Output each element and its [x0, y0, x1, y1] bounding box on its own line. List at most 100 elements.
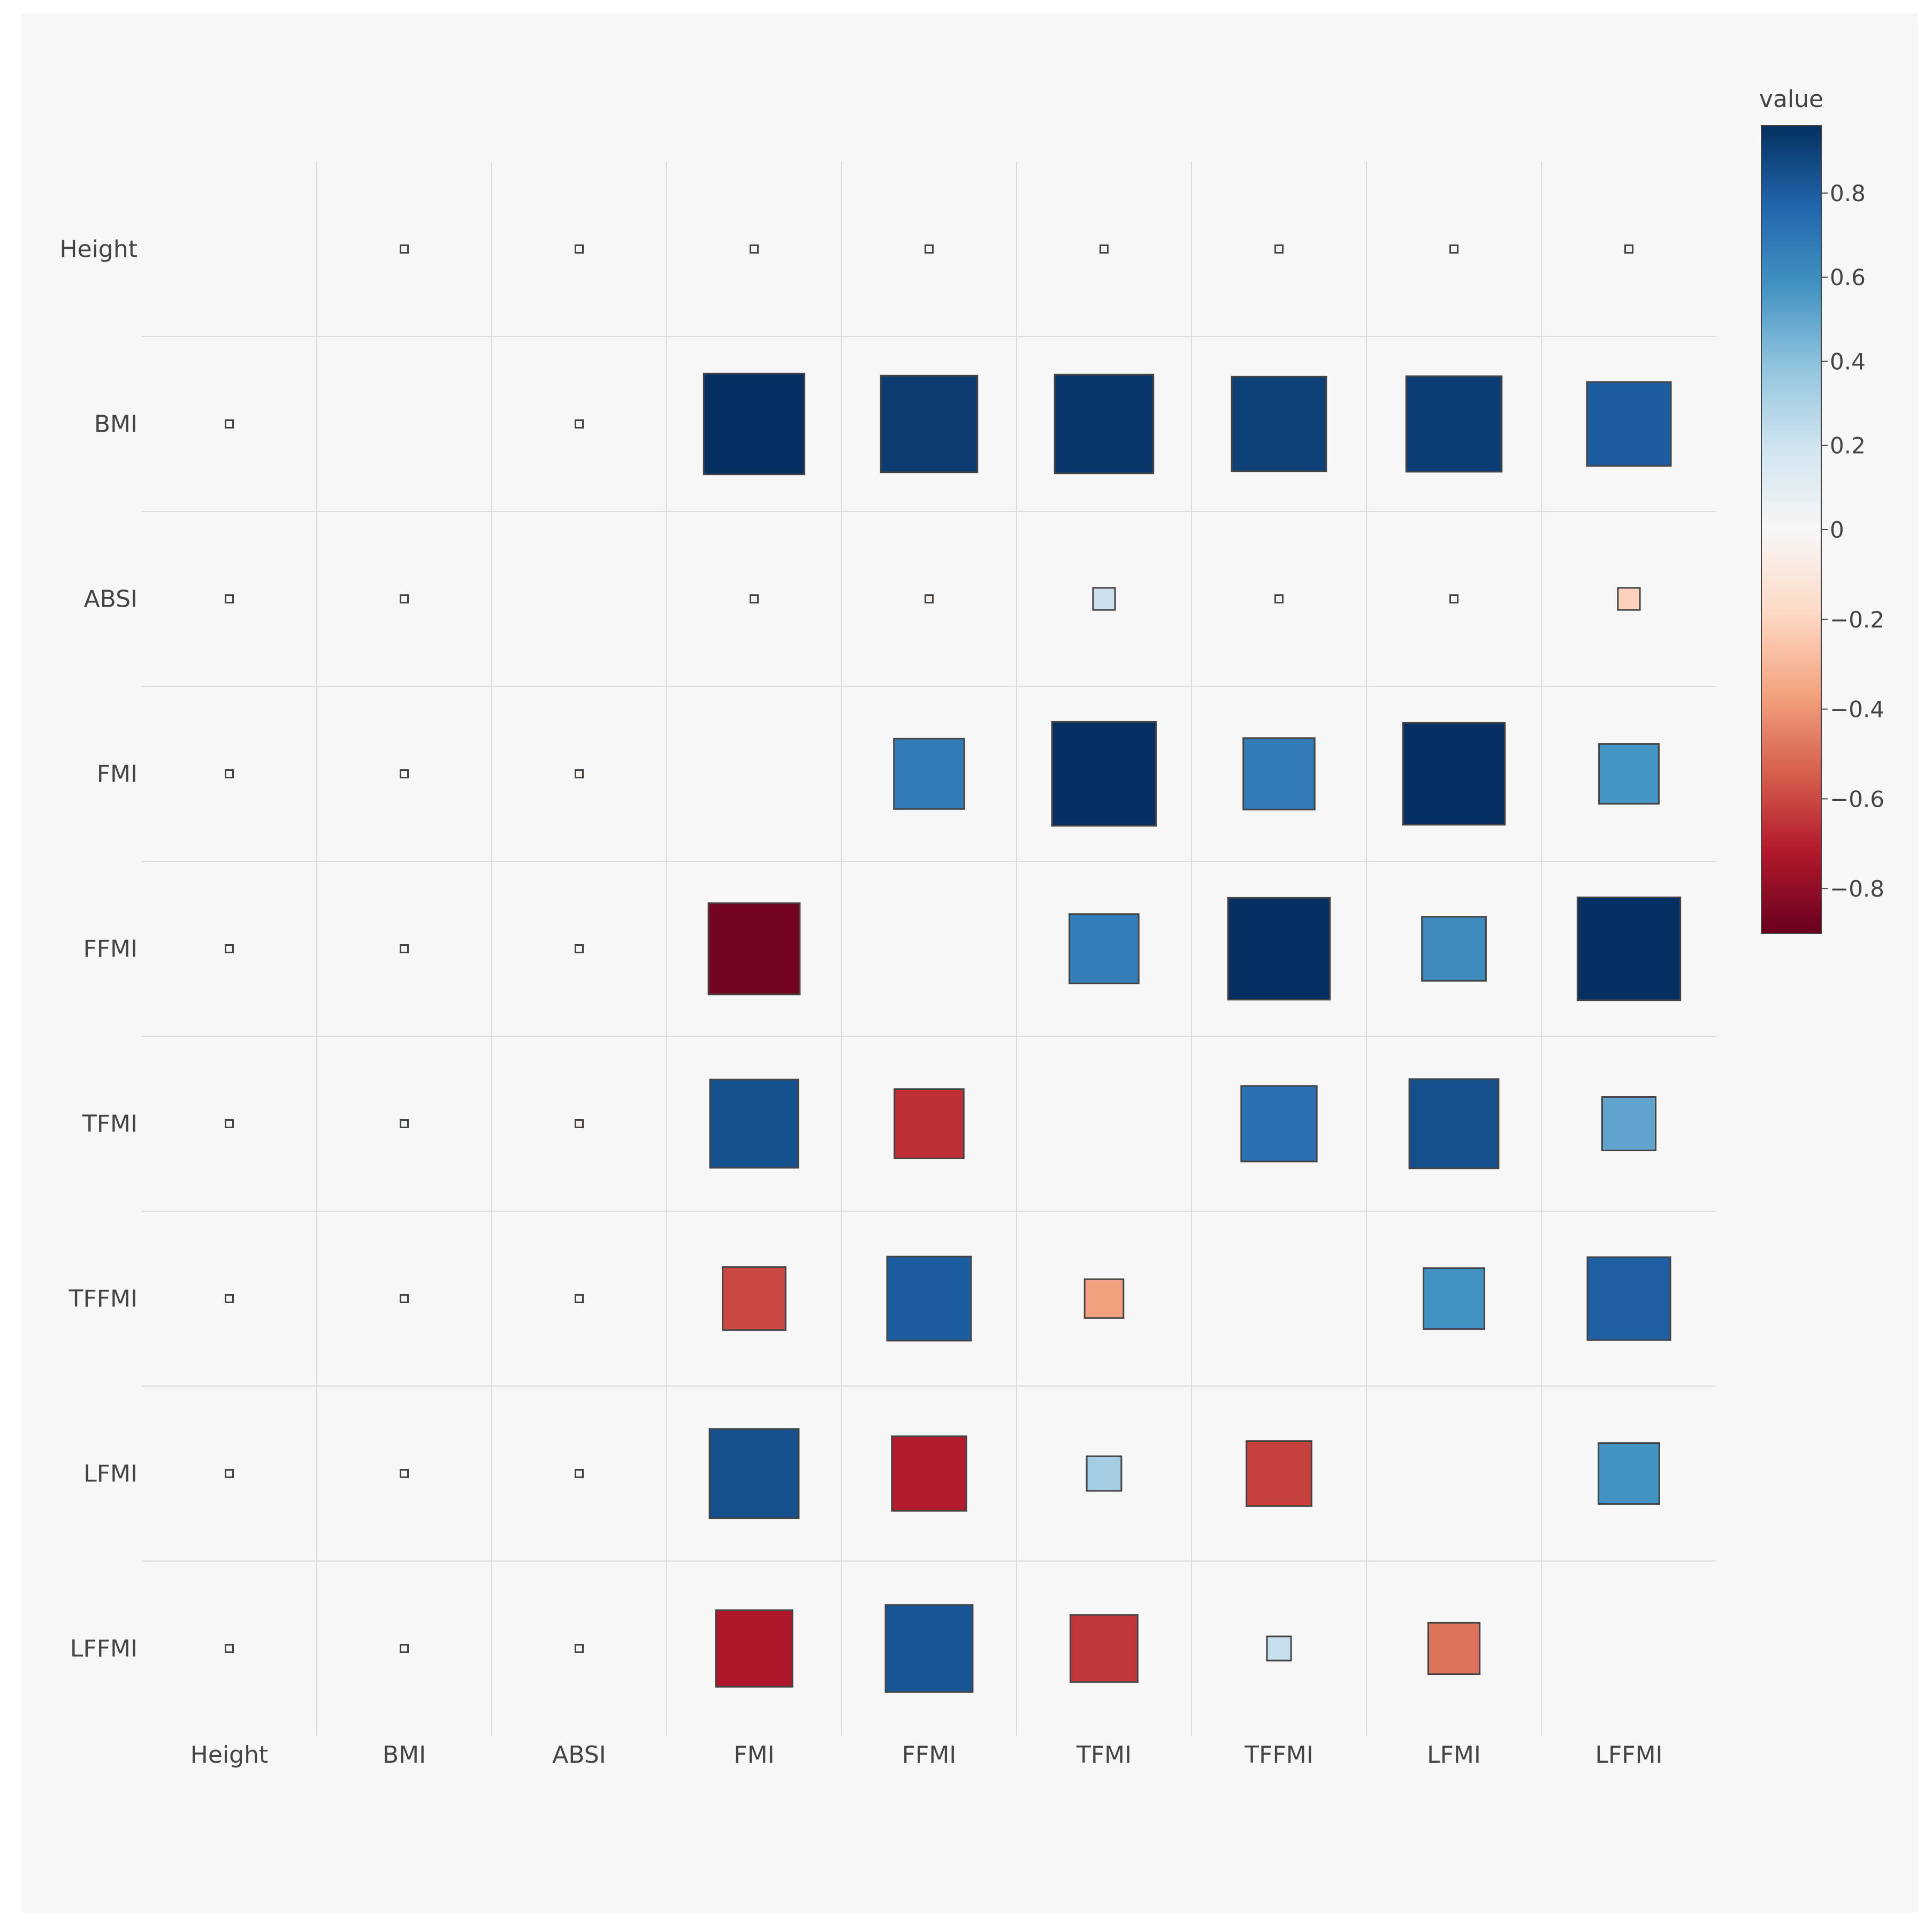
colorbar: value 0.8 0.6 0.4 0.2 0 −0.2 −0.4 −0.6 −0.8 [1759, 86, 1884, 934]
corr-cell-fmi-lfmi[interactable] [1402, 722, 1506, 826]
corr-cell-bmi-fmi[interactable] [702, 372, 806, 476]
x-label-tfmi: TFMI [1076, 1741, 1132, 1769]
corr-cell-tfmi-bmi[interactable] [400, 1119, 409, 1128]
corr-cell-lffmi-height[interactable] [225, 1644, 234, 1653]
corr-cell-absi-tfmi[interactable] [1092, 587, 1116, 611]
corr-cell-ffmi-lfmi[interactable] [1421, 916, 1487, 982]
corr-cell-lfmi-fmi[interactable] [708, 1428, 800, 1519]
corr-cell-absi-fmi[interactable] [750, 594, 759, 603]
corr-cell-fmi-bmi[interactable] [400, 769, 409, 778]
corr-cell-ffmi-height[interactable] [225, 944, 234, 953]
y-label-tfmi: TFMI [82, 1111, 138, 1138]
x-label-lfmi: LFMI [1427, 1741, 1481, 1769]
corr-cell-height-lffmi[interactable] [1624, 244, 1633, 254]
corr-cell-lfmi-ffmi[interactable] [891, 1435, 967, 1512]
corr-cell-tfmi-absi[interactable] [575, 1119, 584, 1128]
corr-cell-bmi-lfmi[interactable] [1405, 375, 1503, 473]
x-axis-labels: Height BMI ABSI FMI FFMI TFMI TFFMI LFMI LFFMI [190, 1741, 1663, 1769]
corr-cell-lffmi-tffmi[interactable] [1266, 1635, 1292, 1662]
colorbar-tick-label: −0.4 [1830, 697, 1884, 723]
x-label-fmi: FMI [734, 1741, 774, 1769]
corr-cell-absi-tffmi[interactable] [1274, 594, 1284, 603]
corr-cell-ffmi-fmi[interactable] [707, 902, 801, 996]
corr-cell-lfmi-tffmi[interactable] [1246, 1440, 1312, 1507]
corr-cell-lfmi-bmi[interactable] [400, 1469, 409, 1478]
corr-cell-ffmi-bmi[interactable] [400, 944, 409, 953]
x-label-absi: ABSI [552, 1741, 606, 1769]
y-label-tffmi: TFFMI [68, 1286, 138, 1313]
corr-cell-absi-ffmi[interactable] [925, 594, 934, 603]
y-label-fmi: FMI [97, 761, 138, 788]
corr-cell-ffmi-absi[interactable] [575, 944, 584, 953]
y-axis-labels: Height BMI ABSI FMI FFMI TFMI TFFMI LFMI LFFMI [60, 236, 138, 1663]
corr-cell-height-bmi[interactable] [400, 244, 409, 254]
corr-cell-ffmi-lffmi[interactable] [1576, 896, 1682, 1001]
corr-cell-bmi-ffmi[interactable] [880, 374, 979, 473]
corr-cell-fmi-tfmi[interactable] [1051, 721, 1157, 827]
colorbar-tick-label: −0.6 [1830, 786, 1884, 812]
marks-layer [225, 244, 1682, 1693]
y-label-bmi: BMI [94, 411, 138, 438]
corr-cell-ffmi-tffmi[interactable] [1227, 897, 1331, 1001]
corr-cell-bmi-tfmi[interactable] [1053, 373, 1155, 475]
corr-cell-fmi-lffmi[interactable] [1598, 743, 1660, 805]
corr-cell-lffmi-lfmi[interactable] [1427, 1621, 1481, 1675]
x-label-height: Height [190, 1741, 268, 1769]
x-label-tffmi: TFFMI [1244, 1741, 1313, 1769]
corr-cell-tffmi-absi[interactable] [575, 1294, 584, 1303]
x-label-bmi: BMI [383, 1741, 426, 1769]
corr-cell-fmi-height[interactable] [225, 769, 234, 778]
corr-cell-tfmi-lfmi[interactable] [1408, 1078, 1500, 1169]
y-label-lfmi: LFMI [83, 1460, 138, 1488]
corr-cell-height-tffmi[interactable] [1274, 244, 1284, 254]
corr-cell-bmi-tffmi[interactable] [1231, 376, 1327, 472]
corr-cell-tfmi-tffmi[interactable] [1240, 1085, 1318, 1162]
corr-cell-tfmi-fmi[interactable] [709, 1078, 799, 1169]
corr-cell-lffmi-absi[interactable] [575, 1644, 584, 1653]
corr-cell-tffmi-lfmi[interactable] [1423, 1267, 1485, 1330]
corr-cell-height-ffmi[interactable] [925, 244, 934, 254]
y-label-height: Height [60, 236, 138, 263]
corr-cell-tffmi-height[interactable] [225, 1294, 234, 1303]
colorbar-tick-label: 0.6 [1830, 264, 1866, 290]
corr-cell-lfmi-lffmi[interactable] [1598, 1442, 1660, 1505]
corr-cell-lffmi-fmi[interactable] [715, 1609, 793, 1688]
corr-cell-absi-lfmi[interactable] [1449, 594, 1458, 603]
corr-cell-fmi-tffmi[interactable] [1242, 737, 1316, 810]
corr-cell-fmi-absi[interactable] [575, 769, 584, 778]
corr-cell-absi-lffmi[interactable] [1617, 587, 1641, 611]
corr-cell-tfmi-lffmi[interactable] [1601, 1096, 1657, 1152]
corr-cell-bmi-height[interactable] [225, 419, 234, 429]
corr-cell-fmi-ffmi[interactable] [893, 738, 965, 810]
corr-cell-tffmi-bmi[interactable] [400, 1294, 409, 1303]
corr-cell-ffmi-tfmi[interactable] [1068, 913, 1140, 984]
corr-cell-height-absi[interactable] [575, 244, 584, 254]
corr-cell-absi-height[interactable] [225, 594, 234, 603]
corr-cell-tfmi-ffmi[interactable] [894, 1088, 965, 1159]
corr-cell-lfmi-tfmi[interactable] [1086, 1455, 1122, 1492]
colorbar-tick-label: 0.2 [1830, 433, 1866, 459]
corr-cell-height-tfmi[interactable] [1099, 244, 1109, 254]
corr-cell-tffmi-tfmi[interactable] [1083, 1278, 1125, 1319]
corr-cell-lffmi-ffmi[interactable] [884, 1604, 974, 1693]
colorbar-tick-label: −0.2 [1830, 607, 1884, 633]
y-label-ffmi: FFMI [83, 936, 138, 963]
corr-cell-bmi-absi[interactable] [575, 419, 584, 429]
corr-cell-lfmi-absi[interactable] [575, 1469, 584, 1478]
corr-cell-height-fmi[interactable] [750, 244, 759, 254]
colorbar-title: value [1759, 86, 1823, 113]
corr-cell-bmi-lffmi[interactable] [1586, 381, 1672, 467]
corr-cell-absi-bmi[interactable] [400, 594, 409, 603]
corr-cell-tfmi-height[interactable] [225, 1119, 234, 1128]
corr-cell-lffmi-bmi[interactable] [400, 1644, 409, 1653]
corr-cell-lfmi-height[interactable] [225, 1469, 234, 1478]
corr-cell-lffmi-tfmi[interactable] [1070, 1614, 1139, 1683]
grid-layer [142, 162, 1716, 1736]
y-label-lffmi: LFFMI [70, 1635, 138, 1663]
corr-cell-tffmi-lffmi[interactable] [1586, 1256, 1671, 1341]
corr-cell-tffmi-fmi[interactable] [722, 1266, 786, 1331]
corr-cell-height-lfmi[interactable] [1449, 244, 1458, 254]
plot-panel: Height BMI ABSI FMI FFMI TFMI TFFMI LFMI LFFMI H… [21, 13, 1918, 1912]
corr-cell-tffmi-ffmi[interactable] [886, 1256, 972, 1342]
colorbar-tick-label: 0.4 [1830, 348, 1866, 374]
